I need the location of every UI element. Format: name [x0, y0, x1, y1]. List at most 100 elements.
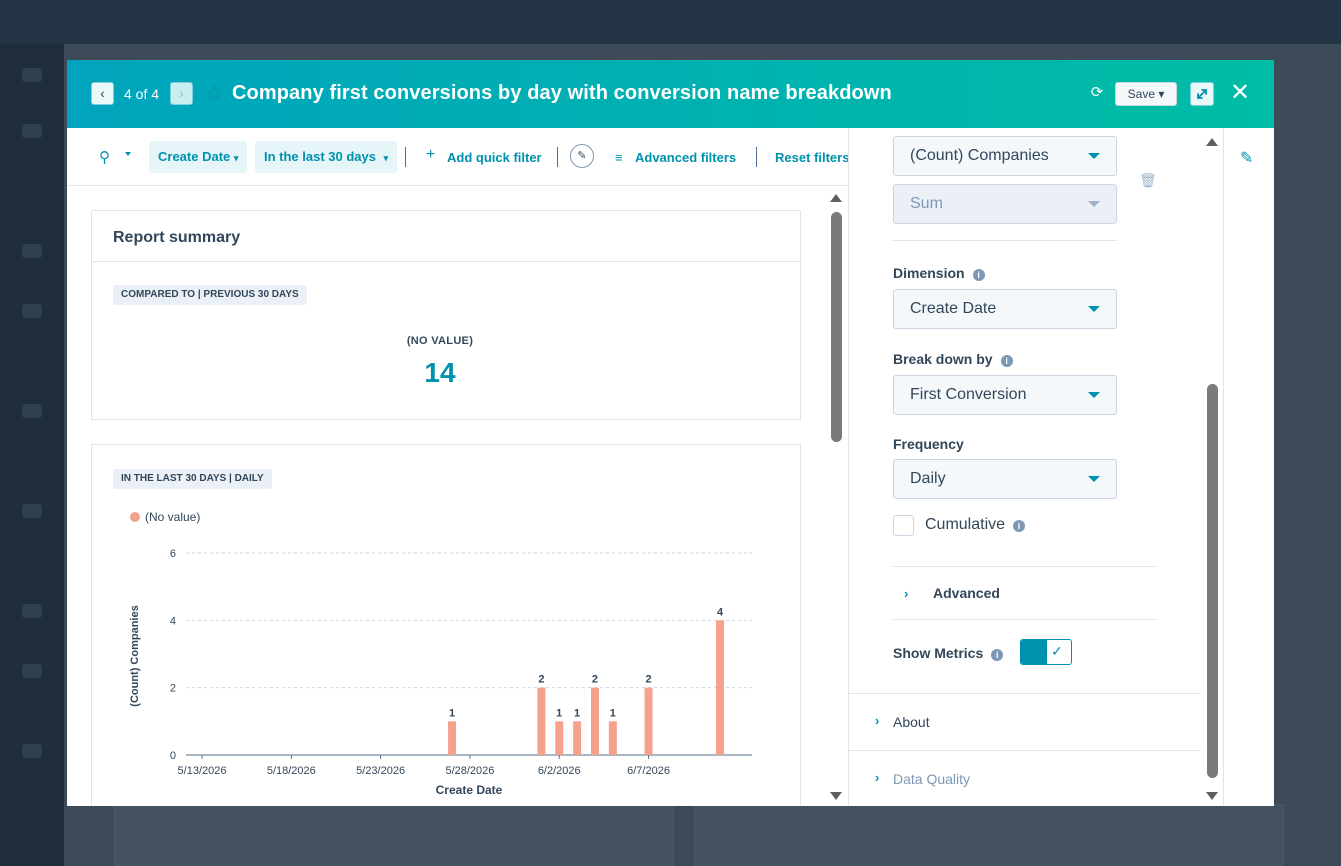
edit-filters-pencil-icon[interactable]: ✎	[570, 144, 594, 168]
frequency-select[interactable]: Daily	[893, 459, 1117, 499]
measure-value: (Count) Companies	[910, 147, 1049, 164]
background-nav-icon	[22, 404, 42, 418]
legend-label: (No value)	[145, 510, 201, 524]
chevron-down-icon: ▾	[383, 153, 389, 163]
info-icon[interactable]: i	[1000, 355, 1013, 367]
breakdown-select[interactable]: First Conversion	[893, 375, 1117, 415]
dropdown-triangle-icon	[1088, 306, 1100, 312]
dropdown-triangle-icon	[1088, 476, 1100, 482]
edit-pencil-icon[interactable]: ✎	[1240, 150, 1254, 167]
frequency-value: Daily	[910, 470, 946, 487]
advanced-section-toggle[interactable]: Advanced	[933, 585, 1000, 601]
measure-select[interactable]: (Count) Companies	[893, 136, 1117, 176]
date-range-label: In the last 30 days	[264, 149, 376, 164]
bar-data-label: 1	[610, 707, 616, 719]
background-card	[114, 804, 674, 866]
search-icon[interactable]: ⚲	[99, 149, 110, 166]
show-metrics-label: Show Metrics i	[893, 645, 1004, 661]
y-tick-label: 0	[170, 750, 176, 762]
advanced-filters-link[interactable]: Advanced filters	[635, 150, 737, 165]
background-nav-icon	[22, 504, 42, 518]
background-nav-icon	[22, 244, 42, 258]
divider	[849, 693, 1201, 694]
modal-header: ‹ 4 of 4 › ☆ Company first conversions b…	[67, 60, 1274, 128]
filter-bar: ⚲ Create Date ▾ In the last 30 days ▾ + …	[67, 128, 850, 186]
expand-icon	[1197, 89, 1207, 99]
divider	[849, 750, 1201, 751]
search-dropdown-caret-icon[interactable]	[125, 152, 131, 156]
save-button-label: Save	[1127, 87, 1155, 101]
bar-data-label: 2	[538, 674, 544, 686]
chart-range-tag: IN THE LAST 30 DAYS | DAILY	[113, 469, 272, 489]
bar-data-label: 1	[574, 707, 580, 719]
kpi-value: 14	[424, 357, 456, 388]
dropdown-triangle-icon	[1088, 392, 1100, 398]
close-icon[interactable]: ✕	[1229, 79, 1251, 106]
data-quality-section-toggle[interactable]: Data Quality	[893, 771, 971, 787]
report-modal: ‹ 4 of 4 › ☆ Company first conversions b…	[67, 60, 1274, 806]
info-icon[interactable]: i	[991, 649, 1004, 661]
info-icon[interactable]: i	[1013, 520, 1026, 532]
next-report-button[interactable]: ›	[170, 82, 193, 105]
bar-data-label: 1	[449, 707, 455, 719]
cumulative-label: Cumulative i	[925, 516, 1026, 534]
x-axis-title: Create Date	[436, 783, 503, 797]
add-quick-filter-link[interactable]: Add quick filter	[447, 150, 542, 165]
dropdown-triangle-icon	[1088, 153, 1100, 159]
chevron-right-icon[interactable]: ›	[875, 770, 880, 785]
scroll-up-arrow-icon[interactable]	[830, 194, 842, 202]
chart-bar	[537, 687, 546, 755]
reset-filters-link[interactable]: Reset filters	[775, 150, 850, 165]
save-button[interactable]: Save ▾	[1115, 82, 1177, 106]
chart-legend[interactable]: (No value)	[130, 510, 200, 524]
bar-chart: 0 2 4 6 5/13/2026 5/18/2026 5/23/2026 5/28/2026…	[129, 548, 752, 797]
bar-data-label: 1	[556, 707, 562, 719]
dimension-select[interactable]: Create Date	[893, 289, 1117, 329]
refresh-icon[interactable]: ⟳	[1090, 84, 1104, 101]
report-summary-card: Report summary COMPARED TO | PREVIOUS 30…	[91, 210, 801, 420]
dimension-label: Dimension i	[893, 265, 985, 281]
panel-scrollbar-thumb[interactable]	[1207, 384, 1218, 778]
report-title: Company first conversions by day with co…	[232, 82, 892, 104]
divider	[405, 147, 406, 167]
chevron-right-icon[interactable]: ›	[904, 586, 909, 601]
date-range-filter[interactable]: In the last 30 days ▾	[255, 141, 397, 173]
expand-button[interactable]	[1190, 82, 1214, 106]
chevron-right-icon[interactable]: ›	[875, 713, 880, 728]
y-tick-label: 6	[170, 548, 176, 560]
divider	[557, 147, 558, 167]
divider	[893, 566, 1157, 567]
background-nav-icon	[22, 304, 42, 318]
plus-icon[interactable]: +	[426, 146, 436, 163]
report-config-panel: (Count) Companies 🗑 Sum Dimension i Creat…	[848, 128, 1222, 806]
about-section-toggle[interactable]: About	[893, 714, 930, 730]
panel-scroll-up-arrow-icon[interactable]	[1206, 138, 1218, 146]
dropdown-triangle-icon	[1088, 201, 1100, 207]
trash-icon[interactable]: 🗑	[1139, 172, 1157, 188]
panel-scroll-down-arrow-icon[interactable]	[1206, 792, 1218, 800]
background-nav-icon	[22, 604, 42, 618]
divider	[893, 619, 1157, 620]
left-scrollbar-thumb[interactable]	[831, 212, 842, 442]
info-icon[interactable]: i	[972, 269, 985, 281]
x-tick-label: 5/13/2026	[178, 765, 227, 777]
show-metrics-toggle[interactable]: ✓	[1020, 639, 1072, 665]
date-property-filter[interactable]: Create Date ▾	[149, 141, 247, 173]
x-tick-label: 6/2/2026	[538, 765, 581, 777]
divider	[756, 147, 757, 167]
comparison-tag: COMPARED TO | PREVIOUS 30 DAYS	[113, 285, 307, 305]
chart-bar	[716, 620, 724, 755]
favorite-star-icon[interactable]: ☆	[204, 80, 224, 105]
x-tick-label: 5/28/2026	[445, 765, 494, 777]
bar-data-label: 2	[645, 674, 651, 686]
y-tick-label: 2	[170, 683, 176, 695]
chart-card: IN THE LAST 30 DAYS | DAILY (No value) 0…	[91, 444, 801, 806]
background-nav-icon	[22, 124, 42, 138]
background-sidebar	[0, 44, 64, 866]
cumulative-checkbox[interactable]	[893, 515, 914, 536]
chart-bar	[448, 721, 457, 755]
aggregation-select[interactable]: Sum	[893, 184, 1117, 224]
scroll-down-arrow-icon[interactable]	[830, 792, 842, 800]
previous-report-button[interactable]: ‹	[91, 82, 114, 105]
chevron-down-icon: ▾	[233, 153, 239, 163]
